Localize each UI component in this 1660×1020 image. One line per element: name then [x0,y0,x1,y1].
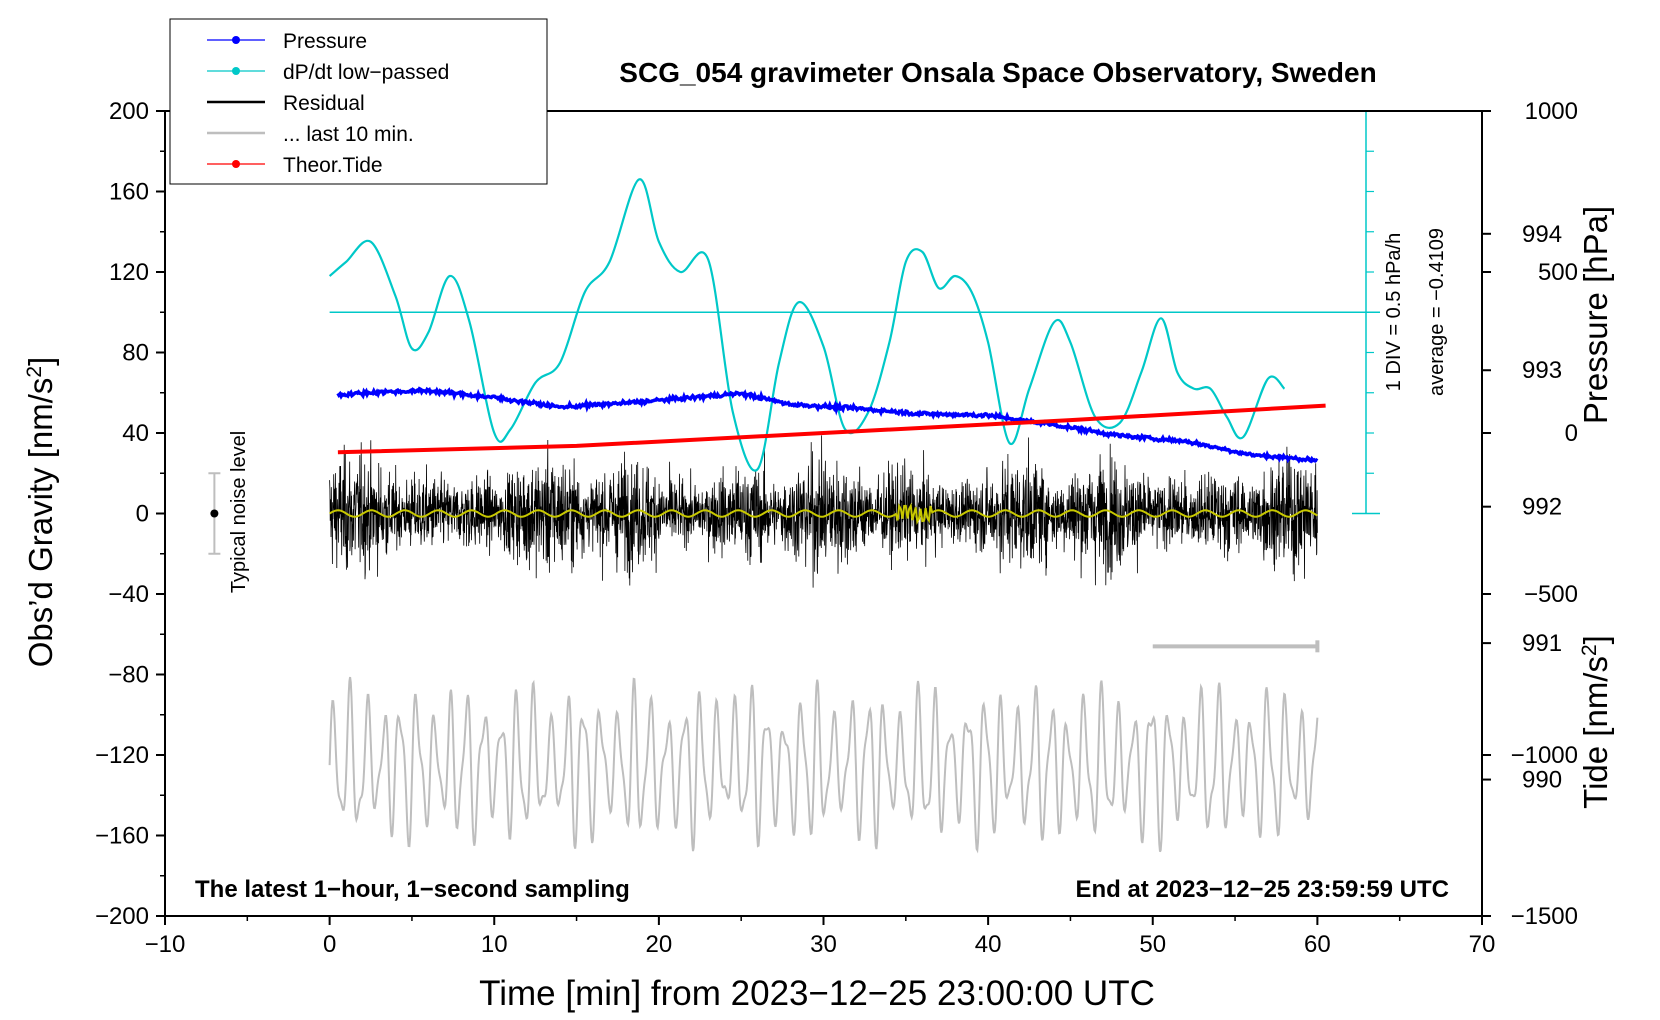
tide-tick-label: 1000 [1525,98,1578,125]
y-tick-label: −160 [95,823,149,850]
y-axis-label-sup: 2 [23,366,46,378]
x-tick-label: 50 [1139,931,1166,958]
y-tick-label: 80 [122,340,149,367]
residual-smoothed-series [329,502,1318,526]
tide-tick-label: −1000 [1511,742,1578,769]
x-tick-label: 30 [810,931,837,958]
x-tick-label: 70 [1469,931,1496,958]
legend-label-dpdt: dP/dt low−passed [283,61,449,84]
y-tick-label: −80 [108,662,149,689]
tide-axis-label-text: Tide [nm/s [1577,656,1614,809]
tide-tick-label: −500 [1524,581,1578,608]
x-tick-label: 40 [975,931,1002,958]
residual-series [329,435,1318,588]
legend-label-tide: Theor.Tide [283,154,383,177]
legend-marks [207,36,265,168]
y-axis-label-text: Obs’d Gravity [nm/s [22,378,59,668]
legend-label-pressure: Pressure [283,30,367,53]
pressure-axis-label: Pressure [hPa] [1577,206,1614,424]
pressure-series [336,386,1319,464]
pressure-tick-label: 993 [1522,357,1562,384]
series-layer [208,110,1380,854]
annotation-latest-hour: The latest 1−hour, 1−second sampling [195,876,630,903]
legend-dot [232,67,240,75]
last-10-min-series [328,676,1319,854]
dpdt-average-label: average = −0.4109 [1426,228,1448,396]
x-tick-label: −10 [145,931,186,958]
y-tick-label: 200 [109,98,149,125]
legend-dot [232,160,240,168]
chart-title: SCG_054 gravimeter Onsala Space Observat… [619,57,1376,88]
legend-dot [232,36,240,44]
x-tick-label: 10 [481,931,508,958]
tide-tick-label: 500 [1538,259,1578,286]
tide-axis-label: Tide [nm/s2] [1577,635,1614,809]
pressure-tick-label: 994 [1522,221,1562,248]
pressure-tick-label: 992 [1522,494,1562,521]
tide-series [337,403,1326,455]
x-axis-label: Time [min] from 2023−12−25 23:00:00 UTC [479,974,1155,1013]
noise-level-label: Typical noise level [228,431,250,593]
axes-layer: −10 0 10 20 30 40 50 60 70 −200 −160 −120 −80 −40 0 40 8… [95,98,1578,958]
noise-indicator-dot [210,509,219,518]
legend-label-residual: Residual [283,92,365,115]
y-axis-label: Obs’d Gravity [nm/s2] [22,357,59,668]
pressure-tick-label: 990 [1522,767,1562,794]
y-tick-label: 0 [136,501,149,528]
pressure-tick-label: 991 [1522,630,1562,657]
y-tick-label: 160 [109,179,149,206]
dpdt-series [328,178,1286,472]
y-tick-label: 120 [109,259,149,286]
y-axis-label-end: ] [22,357,59,366]
legend-label-last10: ... last 10 min. [283,123,414,146]
dpdt-scale-label: 1 DIV = 0.5 hPa/h [1383,233,1405,391]
x-tick-label: 20 [646,931,673,958]
legend: Pressure dP/dt low−passed Residual ... l… [169,18,548,185]
tide-tick-label: −1500 [1511,903,1578,930]
annotation-end-time: End at 2023−12−25 23:59:59 UTC [1075,876,1449,903]
tide-tick-label: 0 [1565,420,1578,447]
y-tick-label: 40 [122,420,149,447]
y-tick-label: −120 [95,742,149,769]
tide-axis-label-sup: 2 [1578,644,1601,656]
x-tick-label: 0 [323,931,336,958]
y-tick-label: −40 [108,581,149,608]
y-tick-label: −200 [95,903,149,930]
x-tick-label: 60 [1304,931,1331,958]
tide-axis-label-end: ] [1577,635,1614,644]
